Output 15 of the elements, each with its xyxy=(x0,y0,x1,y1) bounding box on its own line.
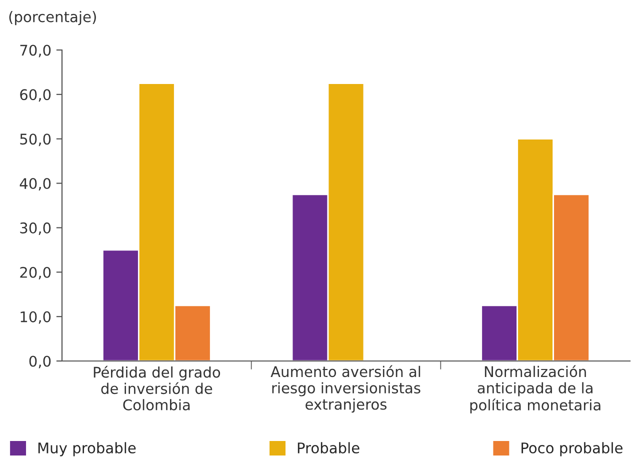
legend-label: Muy probable xyxy=(38,442,136,456)
y-tick-label: 60,0 xyxy=(20,89,51,102)
y-tick-label: 30,0 xyxy=(20,222,51,235)
y-tick-label: 50,0 xyxy=(20,134,51,146)
y-tick-label: 10,0 xyxy=(20,311,51,324)
legend-label: Probable xyxy=(298,442,360,454)
y-tick-label: 40,0 xyxy=(20,178,51,191)
y-tick-label: 70,0 xyxy=(20,44,51,58)
y-axis-title: (porcentaje) xyxy=(9,11,96,26)
y-tick-label: 0,0 xyxy=(29,356,51,368)
x-tick-label: Aumento aversión al riesgo inversionistas extranjeros xyxy=(270,365,420,413)
legend-label: Poco probable xyxy=(522,442,622,456)
y-tick-label: 20,0 xyxy=(20,266,51,280)
x-tick-label: Pérdida del grado de inversión de Colombia xyxy=(94,366,220,410)
x-tick-label: Normalización anticipada de la política monetaria xyxy=(470,365,600,414)
